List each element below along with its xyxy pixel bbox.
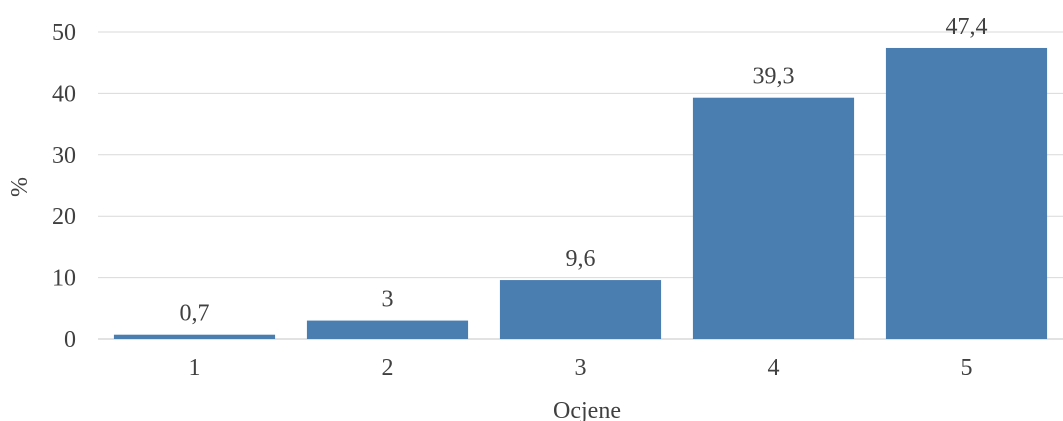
- y-tick-label-40: 40: [52, 81, 76, 107]
- x-tick-label-5: 5: [961, 355, 973, 381]
- data-label-1: 0,7: [180, 301, 210, 327]
- y-tick-label-20: 20: [52, 204, 76, 230]
- bar-5: [885, 47, 1048, 340]
- y-tick-label-30: 30: [52, 143, 76, 169]
- data-label-5: 47,4: [946, 14, 988, 40]
- data-label-3: 9,6: [566, 246, 596, 272]
- x-tick-label-1: 1: [189, 355, 201, 381]
- x-tick-label-3: 3: [575, 355, 587, 381]
- data-labels: 0,7 3 9,6 39,3 47,4: [180, 14, 988, 327]
- y-axis-ticks: 0 10 20 30 40 50: [52, 20, 76, 353]
- bar-1: [113, 334, 276, 339]
- x-axis-label: Ocjene: [553, 398, 621, 421]
- bar-2: [306, 320, 469, 339]
- y-axis-label: %: [7, 177, 33, 197]
- data-label-2: 3: [382, 287, 394, 313]
- y-tick-label-10: 10: [52, 266, 76, 292]
- x-axis-ticks: 1 2 3 4 5: [189, 355, 973, 381]
- bar-3: [499, 280, 662, 339]
- y-tick-label-50: 50: [52, 20, 76, 46]
- x-tick-label-2: 2: [382, 355, 394, 381]
- y-tick-label-0: 0: [64, 327, 76, 353]
- bars: [113, 47, 1048, 340]
- x-tick-label-4: 4: [768, 355, 780, 381]
- bar-4: [692, 97, 855, 339]
- data-label-4: 39,3: [753, 64, 795, 90]
